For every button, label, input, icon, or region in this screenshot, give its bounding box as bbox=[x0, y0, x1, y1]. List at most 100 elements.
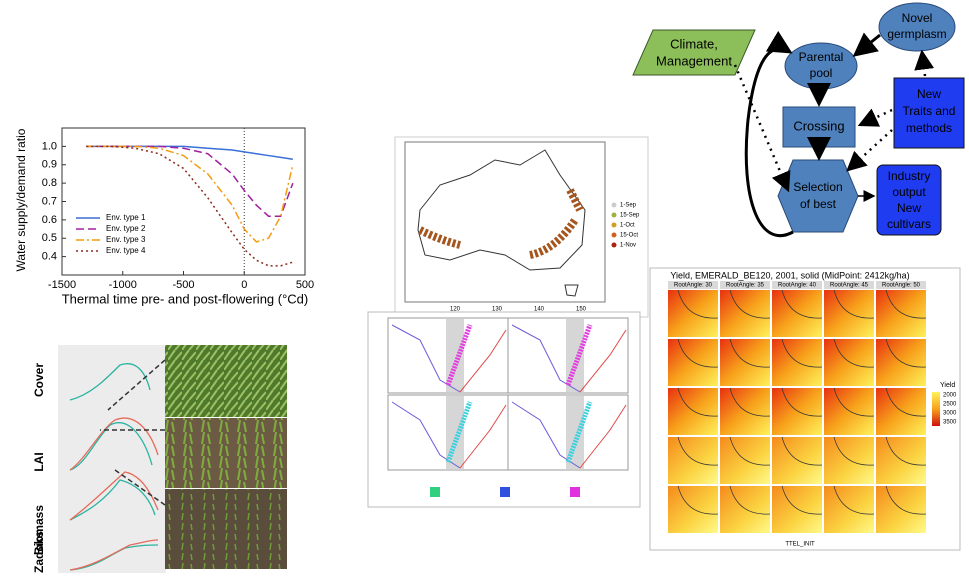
series-line bbox=[86, 145, 294, 217]
heatmap-cell bbox=[720, 339, 770, 386]
legend-label: 1-Oct bbox=[620, 223, 635, 229]
contour bbox=[781, 289, 823, 319]
breeding-diagram: Climate, Management Parental pool Novel … bbox=[632, 2, 965, 238]
contour bbox=[781, 485, 823, 515]
heatmap-cell bbox=[772, 437, 822, 484]
legend-label: 3000 bbox=[943, 411, 957, 417]
heatmap-cell bbox=[824, 437, 874, 484]
heatmap-cell bbox=[720, 388, 770, 435]
node-label: Novel bbox=[902, 11, 933, 25]
water-chart: Water supply/demand ratio Thermal time p… bbox=[14, 127, 314, 306]
australia-outline bbox=[417, 149, 586, 271]
x-tick-label: 150 bbox=[576, 307, 587, 313]
column-strip bbox=[668, 281, 718, 289]
contour bbox=[729, 485, 771, 515]
contour bbox=[833, 289, 875, 319]
column-strip bbox=[824, 281, 874, 289]
heatmap-cell bbox=[720, 486, 770, 533]
heatmap-cell bbox=[876, 486, 926, 533]
photo bbox=[165, 489, 287, 569]
y-tick-label: 1.0 bbox=[42, 140, 57, 152]
heatmap-cell bbox=[824, 290, 874, 337]
y-tick-label: 0.7 bbox=[42, 195, 57, 207]
contour bbox=[781, 436, 823, 466]
map-legend: 1-Sep 15-Sep 1-Oct 15-Oct 1-Nov bbox=[611, 202, 640, 249]
column-label: RootAngle: 35 bbox=[726, 283, 765, 289]
plot-frame bbox=[61, 127, 306, 276]
heatmap-cell bbox=[876, 290, 926, 337]
contour bbox=[677, 387, 719, 417]
contour bbox=[729, 387, 771, 417]
column-label: RootAngle: 45 bbox=[830, 283, 869, 289]
y-tick-label: 0.8 bbox=[42, 177, 57, 189]
x-tick-label: 500 bbox=[296, 279, 314, 291]
heatmap-cell bbox=[668, 290, 718, 337]
contour bbox=[677, 485, 719, 515]
heatmap-cell bbox=[824, 388, 874, 435]
series-line bbox=[86, 145, 294, 243]
map-panel: 1-Sep 15-Sep 1-Oct 15-Oct 1-Nov 120 130 140 150 bbox=[394, 136, 649, 318]
node-label: New bbox=[897, 201, 921, 215]
series-line bbox=[86, 145, 293, 160]
tasmania bbox=[564, 284, 579, 297]
legend-dot bbox=[611, 202, 617, 208]
sowing-plots bbox=[367, 311, 641, 508]
photo bbox=[165, 345, 287, 417]
legend-label: 15-Oct bbox=[620, 233, 638, 239]
x-tick-label: 140 bbox=[534, 307, 545, 313]
node-label: Management bbox=[656, 53, 732, 68]
contour bbox=[781, 338, 823, 368]
node-label: Selection bbox=[793, 180, 842, 194]
legend-label: Env. type 1 bbox=[106, 213, 146, 222]
contour bbox=[833, 485, 875, 515]
column-label: RootAngle: 50 bbox=[882, 283, 921, 289]
legend-label: 2000 bbox=[943, 393, 957, 399]
heatmap-cell bbox=[772, 290, 822, 337]
series-line bbox=[86, 145, 294, 267]
industry-node bbox=[876, 164, 942, 236]
node-label: Traits and bbox=[903, 104, 956, 118]
legend-dot bbox=[611, 242, 617, 248]
contour bbox=[729, 436, 771, 466]
map-points bbox=[418, 188, 584, 259]
y-tick-label: 0.9 bbox=[42, 159, 57, 171]
column-strip bbox=[876, 281, 926, 289]
panel-label: LAI bbox=[32, 452, 46, 471]
contour bbox=[833, 338, 875, 368]
contour bbox=[677, 436, 719, 466]
legend-dot bbox=[611, 222, 617, 228]
node-label: New bbox=[917, 87, 941, 101]
legend-dot bbox=[611, 212, 617, 218]
heatmap-cell bbox=[772, 388, 822, 435]
heatmap-cell bbox=[668, 437, 718, 484]
node-label: Parental bbox=[799, 50, 844, 64]
contour bbox=[833, 436, 875, 466]
legend-bar bbox=[932, 392, 940, 426]
contour bbox=[677, 289, 719, 319]
heatmap-cell bbox=[772, 486, 822, 533]
x-tick-label: 0 bbox=[241, 279, 247, 291]
heatmap-cell bbox=[720, 290, 770, 337]
map-x-ticks: 120 130 140 150 bbox=[450, 307, 587, 313]
heatmap-cell bbox=[824, 339, 874, 386]
node-label: germplasm bbox=[887, 27, 946, 41]
y-axis-label: Water supply/demand ratio bbox=[14, 128, 28, 271]
yield-heatmap: Yield, EMERALD_BE120, 2001, solid (MidPo… bbox=[649, 267, 961, 551]
contour bbox=[885, 289, 927, 319]
heatmap-cell bbox=[876, 388, 926, 435]
x-tick-label: 120 bbox=[450, 307, 461, 313]
node-label: Industry bbox=[888, 169, 931, 183]
contour bbox=[833, 387, 875, 417]
x-tick-label: -1500 bbox=[48, 279, 76, 291]
heatmap-cell bbox=[824, 486, 874, 533]
y-tick-label: 0.6 bbox=[42, 214, 57, 226]
heatmap-cell bbox=[668, 486, 718, 533]
column-strip bbox=[720, 281, 770, 289]
heatmap-cell bbox=[876, 339, 926, 386]
heatmap-x-label: TTEL_INIT bbox=[785, 542, 815, 548]
legend-label: 15-Sep bbox=[620, 213, 640, 219]
legend-label: 1-Sep bbox=[620, 203, 637, 209]
